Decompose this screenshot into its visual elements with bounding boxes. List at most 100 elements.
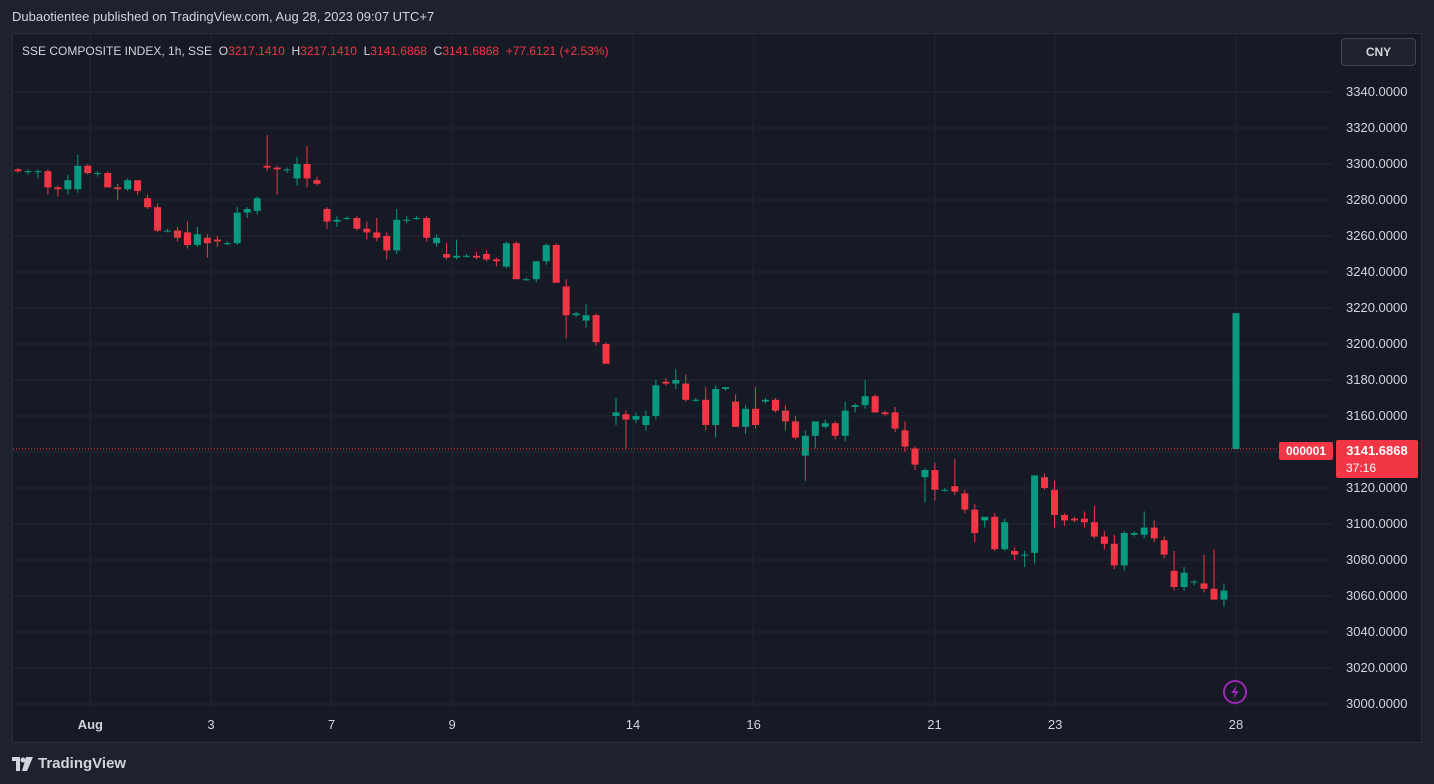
candle <box>313 176 321 186</box>
candle <box>343 216 351 220</box>
candle <box>203 234 211 258</box>
candle-body <box>532 261 540 280</box>
candle-body <box>333 219 341 222</box>
candle-body <box>323 209 331 222</box>
candle-body <box>472 255 480 258</box>
candle-body <box>163 230 171 232</box>
candle-body <box>1120 533 1128 566</box>
candle <box>124 178 132 191</box>
candle-body <box>1011 551 1019 555</box>
candle <box>413 216 421 220</box>
candle-body <box>861 396 869 406</box>
candle-body <box>1060 515 1068 521</box>
candle <box>1051 480 1059 528</box>
y-tick-label: 3300.0000 <box>1346 156 1407 171</box>
candle <box>183 221 191 249</box>
candle-body <box>771 399 779 411</box>
candle-body <box>921 470 929 478</box>
candle <box>692 398 700 402</box>
candle <box>831 421 839 440</box>
chart-frame[interactable] <box>12 33 1422 743</box>
y-tick-label: 3320.0000 <box>1346 120 1407 135</box>
candle-body <box>682 383 690 400</box>
candle <box>1140 511 1148 539</box>
candle <box>1180 567 1188 591</box>
candle <box>373 218 381 242</box>
candle <box>24 169 32 175</box>
candle <box>403 216 411 224</box>
candle <box>223 241 231 245</box>
candle-body <box>253 198 261 211</box>
candle <box>433 234 441 247</box>
candle <box>771 398 779 413</box>
candle-body <box>24 171 32 173</box>
candle <box>761 398 769 404</box>
candle <box>1200 554 1208 593</box>
candle <box>642 410 650 431</box>
price-badge-price: 3141.6868 <box>1346 443 1407 458</box>
candle <box>1090 506 1098 539</box>
candle <box>1031 475 1039 564</box>
candle-body <box>692 399 700 401</box>
candle-body <box>303 164 311 179</box>
tradingview-brand[interactable]: TradingView <box>12 755 126 772</box>
candle <box>14 167 22 173</box>
publish-info: Dubaotientee published on TradingView.co… <box>12 9 435 24</box>
candle-body <box>931 470 939 490</box>
candle-body <box>1021 554 1029 556</box>
candle-body <box>652 385 660 416</box>
candle <box>552 243 560 283</box>
legend-o-label: O <box>218 44 229 58</box>
x-tick-label: 28 <box>1229 717 1243 732</box>
candle <box>74 155 82 193</box>
candle-body <box>1210 588 1218 600</box>
lightning-icon[interactable] <box>1223 680 1247 704</box>
candle <box>213 236 221 247</box>
candle-body <box>602 344 610 364</box>
candle <box>1130 531 1138 537</box>
candle <box>871 394 879 413</box>
candle-body <box>1001 522 1009 550</box>
candle <box>1210 549 1218 600</box>
candle <box>44 169 52 195</box>
candle <box>722 387 730 391</box>
candle <box>851 403 859 413</box>
candle <box>921 468 929 503</box>
y-tick-label: 3020.0000 <box>1346 660 1407 675</box>
y-tick-label: 3000.0000 <box>1346 696 1407 711</box>
candle <box>1160 536 1168 559</box>
candle-body <box>54 187 62 190</box>
candle-body <box>1041 477 1049 488</box>
candles <box>14 135 1240 607</box>
candle-body <box>801 435 809 456</box>
candle <box>951 459 959 496</box>
candle <box>1060 513 1068 526</box>
candle-body <box>981 516 989 521</box>
candle-body <box>811 421 819 436</box>
candle <box>702 387 710 431</box>
candle-body <box>971 509 979 533</box>
candle-body <box>572 313 580 316</box>
candle <box>1021 551 1029 568</box>
candle-body <box>622 414 630 420</box>
candle <box>971 504 979 542</box>
symbol-badge-bg <box>1279 442 1333 460</box>
candle <box>1170 551 1178 591</box>
candle <box>1070 516 1078 523</box>
candle-body <box>821 423 829 427</box>
candle-body <box>722 387 730 389</box>
candle-body <box>841 410 849 436</box>
price-badge-countdown: 37:16 <box>1346 461 1376 475</box>
candle <box>821 419 829 429</box>
candle-body <box>881 412 889 415</box>
candle-body <box>263 165 271 168</box>
candle <box>1100 531 1108 550</box>
candle <box>791 416 799 440</box>
x-tick-label: 23 <box>1048 717 1062 732</box>
candle-body <box>462 255 470 257</box>
candle-body <box>393 219 401 251</box>
currency-button[interactable]: CNY <box>1341 38 1416 66</box>
candle <box>1041 473 1049 490</box>
candle-body <box>851 405 859 407</box>
